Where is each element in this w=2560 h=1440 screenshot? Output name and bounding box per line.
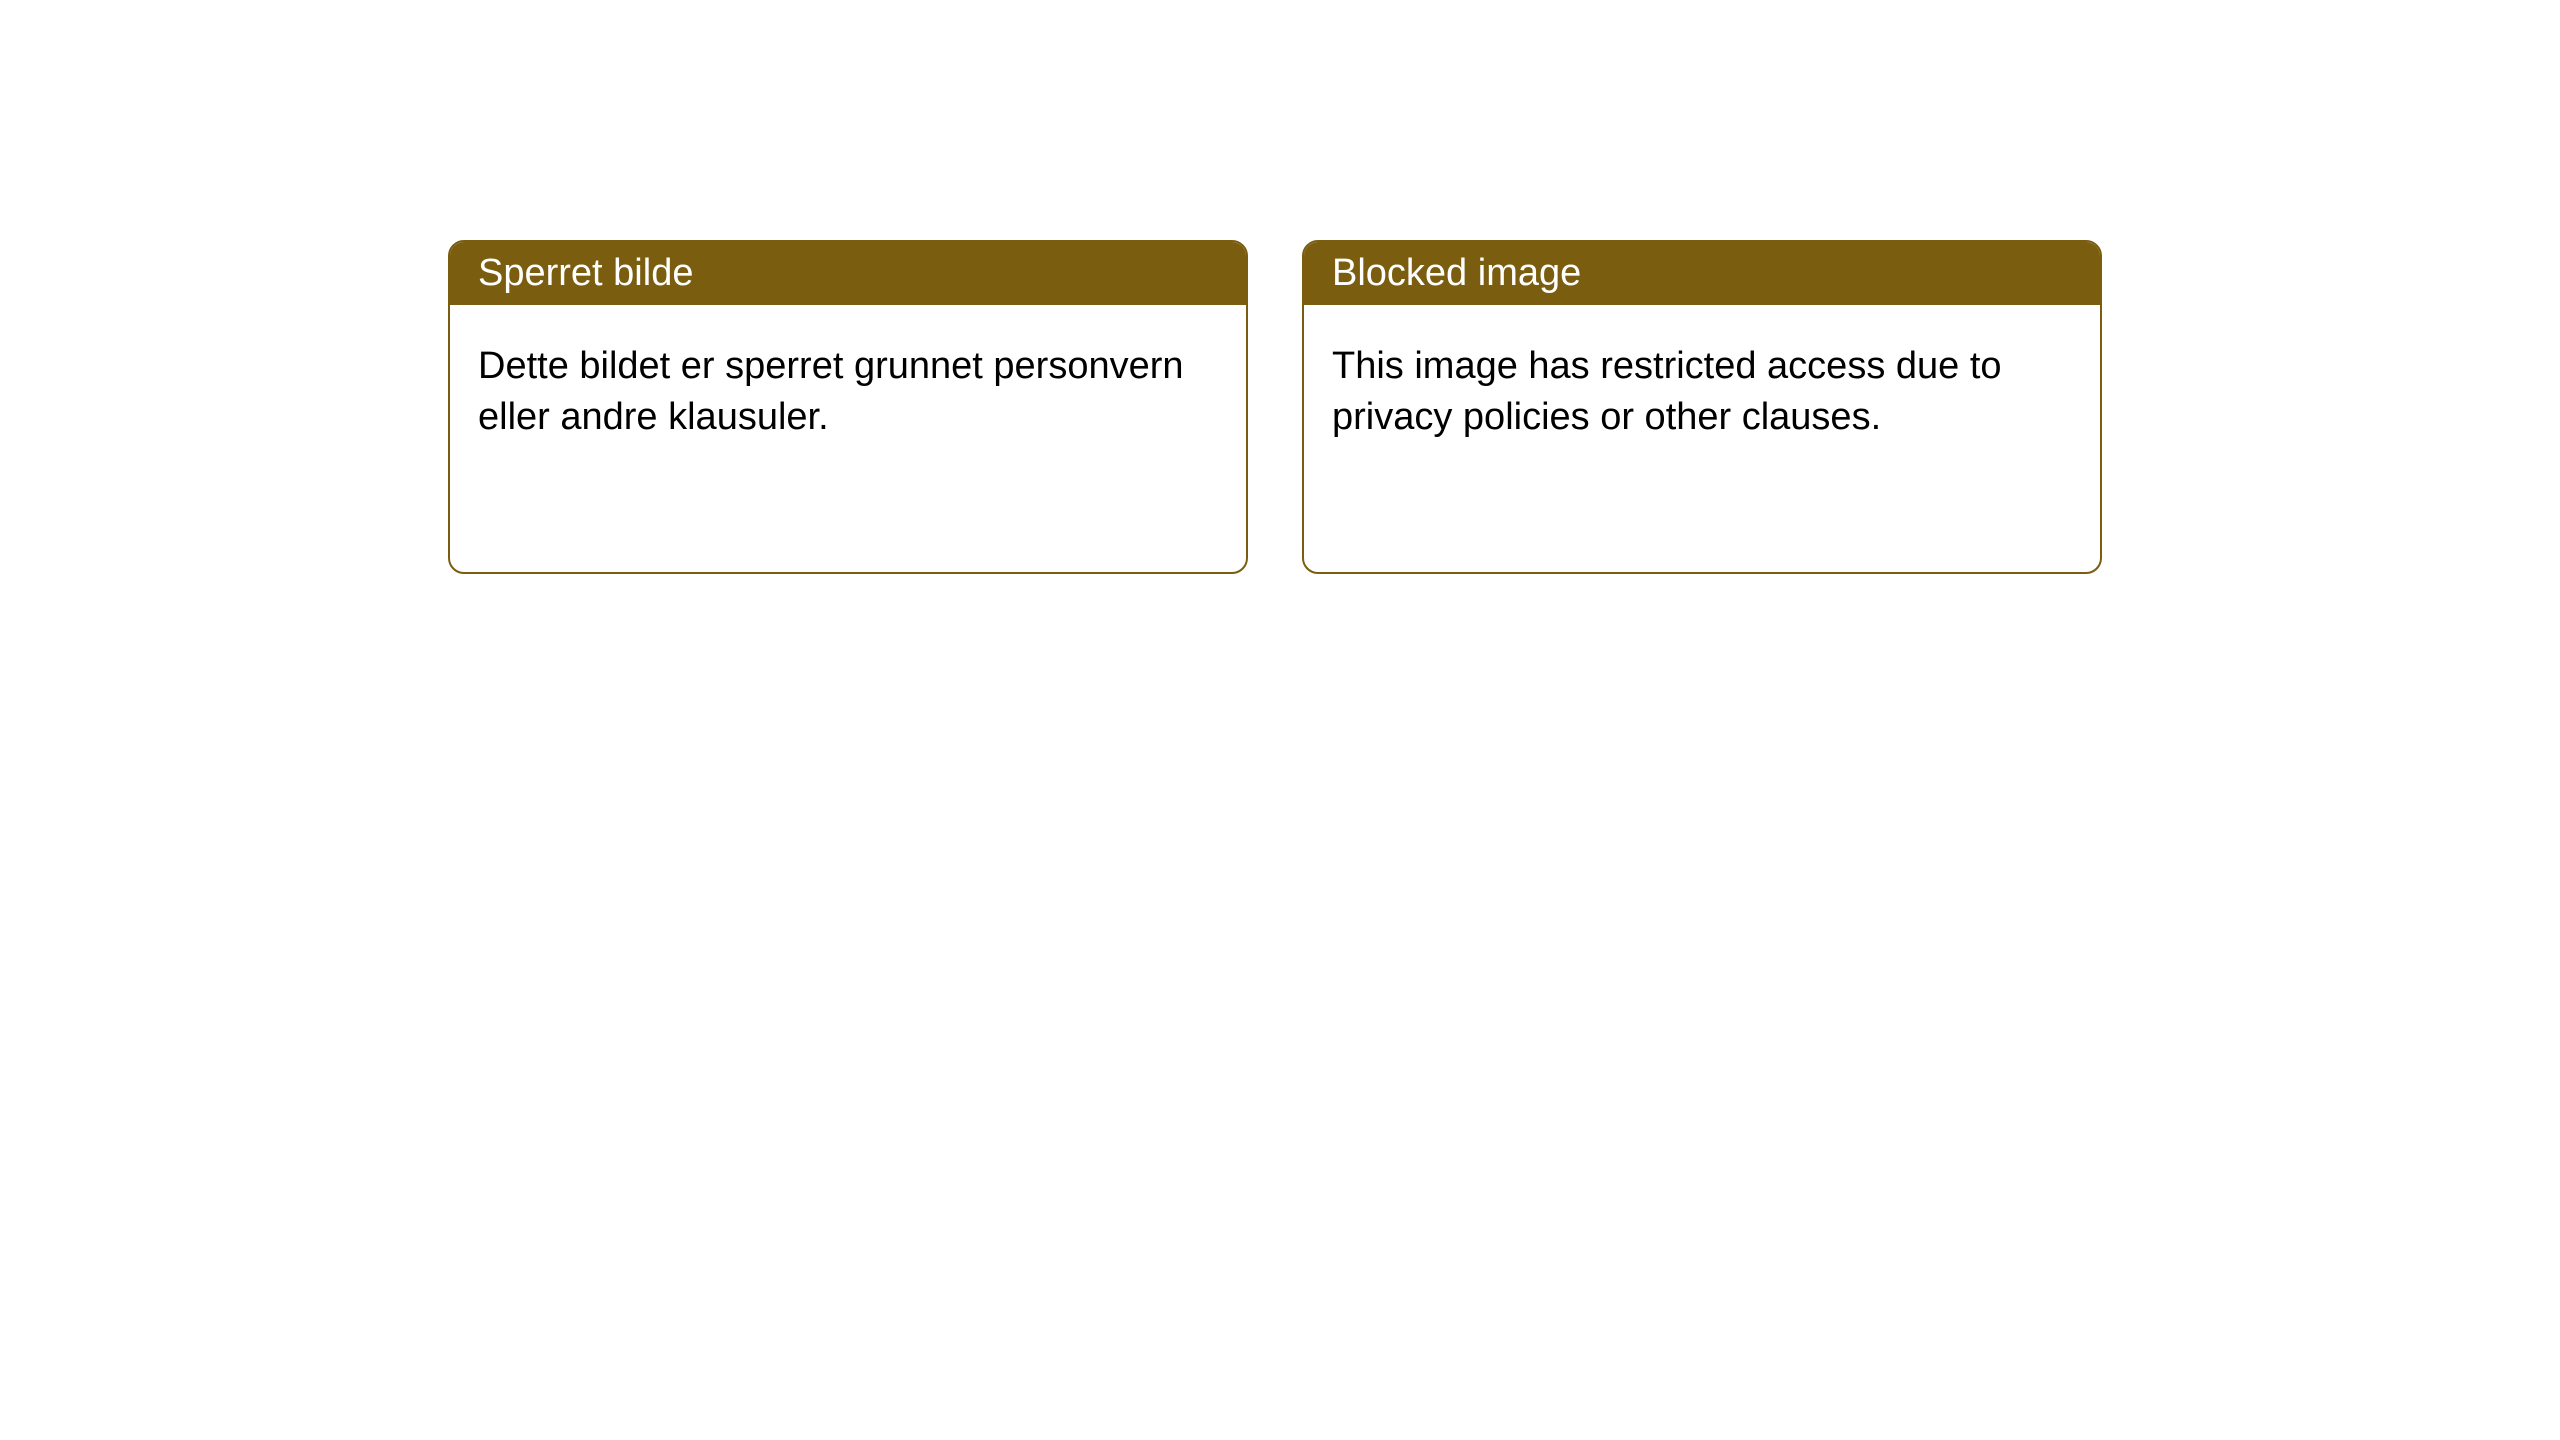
notice-title: Blocked image — [1332, 252, 1581, 294]
notice-header: Sperret bilde — [450, 242, 1246, 305]
notice-body-text: This image has restricted access due to … — [1332, 345, 2002, 438]
notice-card-english: Blocked image This image has restricted … — [1302, 240, 2102, 574]
notice-body-text: Dette bildet er sperret grunnet personve… — [478, 345, 1184, 438]
notice-title: Sperret bilde — [478, 252, 693, 294]
notice-card-norwegian: Sperret bilde Dette bildet er sperret gr… — [448, 240, 1248, 574]
notice-container: Sperret bilde Dette bildet er sperret gr… — [0, 0, 2560, 574]
notice-body: This image has restricted access due to … — [1304, 305, 2100, 480]
notice-header: Blocked image — [1304, 242, 2100, 305]
notice-body: Dette bildet er sperret grunnet personve… — [450, 305, 1246, 480]
